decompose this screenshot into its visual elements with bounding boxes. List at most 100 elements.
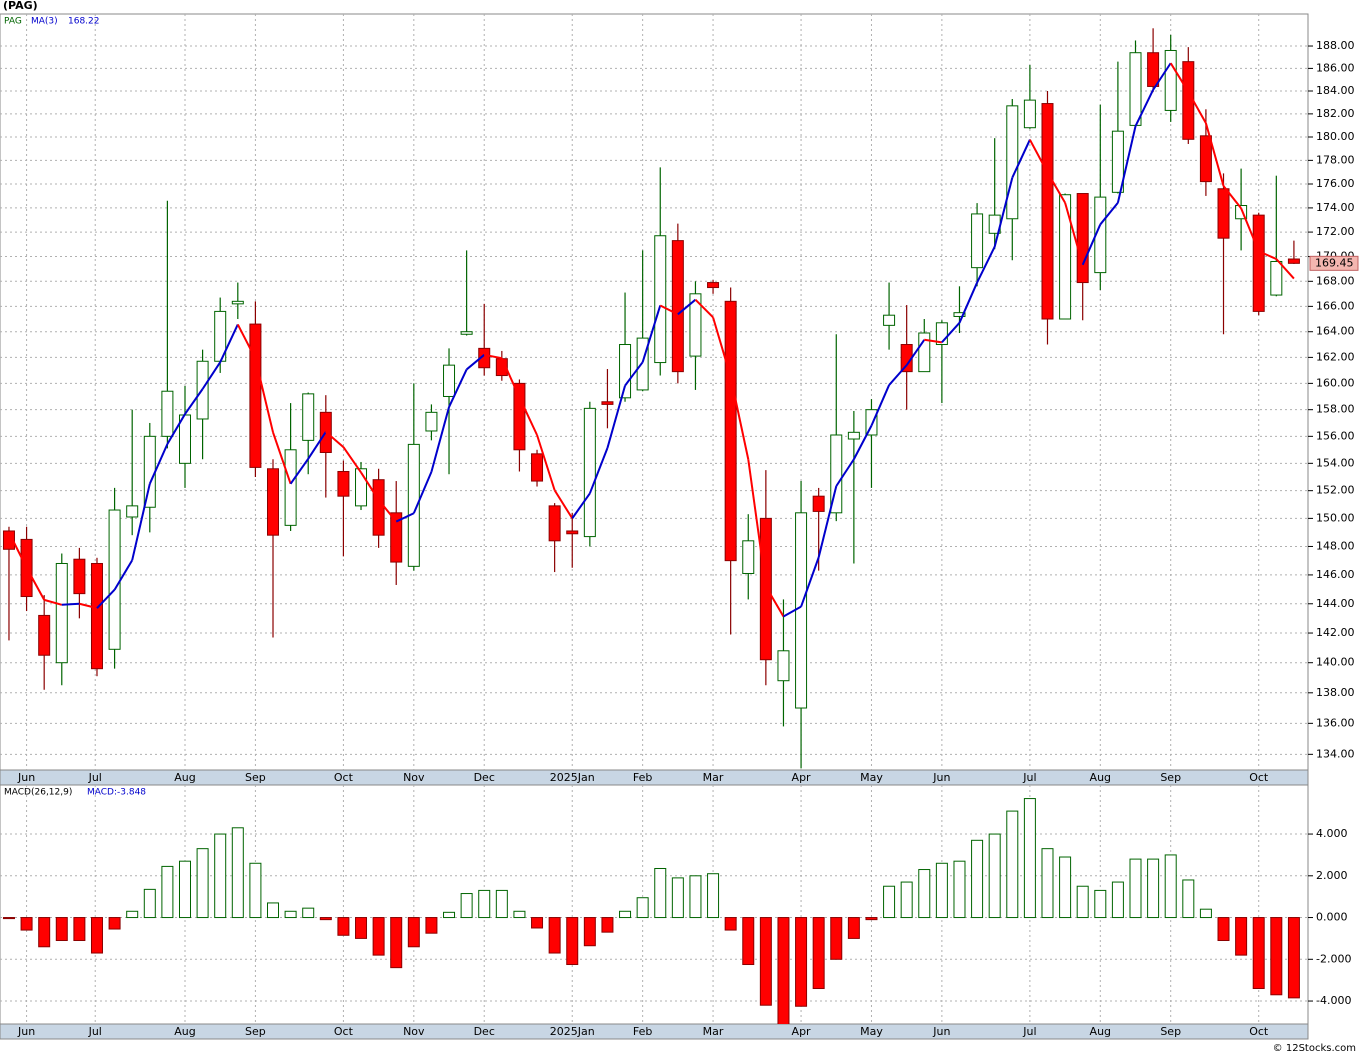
candle-body	[513, 382, 526, 451]
candle-body	[2, 530, 15, 550]
y-tick-label: 146.00	[1316, 568, 1355, 581]
x-tick-label: Jun	[17, 1025, 35, 1038]
ma-segment	[606, 385, 627, 449]
macd-bar	[830, 917, 843, 960]
macd-bar	[495, 889, 508, 919]
y-tick-label: 168.00	[1316, 274, 1355, 287]
ma-segment	[272, 431, 292, 485]
macd-bar	[1217, 917, 1230, 942]
candle-body	[724, 300, 737, 562]
ma-segment	[852, 425, 873, 460]
chart-title: (PAG)	[3, 0, 38, 12]
x-tick-label: Aug	[174, 771, 195, 784]
macd-bar	[231, 827, 244, 919]
candle-body	[372, 479, 385, 536]
candle-body	[1199, 135, 1212, 183]
macd-bar	[196, 848, 209, 919]
legend-ma-value: 168.22	[68, 17, 100, 27]
macd-bar	[513, 910, 526, 919]
x-tick-label: Jul	[88, 771, 102, 784]
x-tick-label: Nov	[403, 771, 425, 784]
y-tick-label: 176.00	[1316, 177, 1355, 190]
ma-segment	[289, 458, 310, 485]
macd-bar	[777, 917, 790, 1024]
x-tick-label: 2025Jan	[550, 771, 595, 784]
y-tick-label: 162.00	[1316, 350, 1355, 363]
ma-segment	[1222, 185, 1242, 209]
candle-body	[971, 213, 984, 269]
y-tick-label: 0.000	[1316, 911, 1348, 924]
candle-body	[337, 470, 350, 497]
y-tick-label: 142.00	[1316, 626, 1355, 639]
macd-bar	[1076, 885, 1089, 919]
y-tick-label: 174.00	[1316, 201, 1355, 214]
y-tick-label: 140.00	[1316, 656, 1355, 669]
macd-bar	[1199, 908, 1212, 919]
macd-bar	[742, 917, 755, 966]
macd-bar	[355, 917, 368, 939]
ma-segment	[677, 298, 697, 316]
panel-title: MACD(26,12,9)	[4, 788, 72, 798]
ma-segment	[905, 339, 926, 366]
macd-bar	[390, 917, 403, 969]
macd-bar	[865, 917, 878, 921]
last-price-label: 169.45	[1315, 256, 1354, 269]
candle-body	[407, 443, 420, 567]
ma-segment	[782, 605, 802, 618]
candle-body	[1270, 260, 1283, 296]
candle-body	[425, 411, 438, 432]
ma-segment	[870, 384, 890, 427]
macd-bar	[1182, 879, 1195, 919]
candle-body	[1164, 49, 1177, 111]
ma-segment	[694, 298, 714, 319]
ma-segment	[465, 354, 485, 371]
candle-body	[1023, 99, 1036, 129]
macd-bar	[214, 833, 227, 919]
x-tick-label: Sep	[1160, 1025, 1181, 1038]
y-tick-label: 178.00	[1316, 153, 1355, 166]
ma-segment	[395, 512, 415, 523]
macd-bar	[178, 860, 191, 919]
y-tick-label: 144.00	[1316, 597, 1355, 610]
candle-body	[249, 323, 262, 468]
macd-bar	[935, 862, 948, 919]
candle-body	[355, 468, 368, 507]
x-tick-label: Feb	[633, 1025, 652, 1038]
ma-segment	[254, 358, 274, 433]
ma-segment	[1152, 62, 1172, 91]
macd-bar	[460, 893, 473, 919]
macd-bar	[55, 917, 68, 942]
macd-bar	[1252, 917, 1265, 990]
y-tick-label: 150.00	[1316, 511, 1355, 524]
ma-segment	[448, 369, 468, 408]
ma-segment	[184, 388, 204, 415]
ma-segment	[958, 282, 978, 324]
ma-segment	[307, 431, 327, 460]
x-tick-label: Aug	[1090, 1025, 1111, 1038]
candle-body	[531, 453, 544, 482]
candle-body	[478, 347, 491, 369]
candle-body	[654, 235, 667, 364]
x-tick-label: Oct	[1249, 771, 1269, 784]
ma-segment	[817, 485, 838, 558]
ma-segment	[61, 602, 80, 606]
candle-body	[619, 344, 632, 399]
ma-segment	[1011, 139, 1031, 179]
plot-area	[2, 28, 1300, 769]
ma-segment	[1204, 122, 1225, 187]
x-tick-label: Jul	[1022, 1025, 1036, 1038]
candle-body	[90, 562, 103, 670]
ma-segment	[1169, 62, 1190, 93]
x-tick-label: Feb	[633, 771, 652, 784]
candle-body	[108, 509, 121, 650]
candle-body	[689, 293, 702, 357]
x-tick-label: Jul	[88, 1025, 102, 1038]
macd-bar	[531, 917, 544, 929]
legend-symbol: PAG	[4, 17, 22, 27]
ma-segment	[96, 589, 116, 609]
ma-segment	[1029, 139, 1049, 173]
macd-bar	[1164, 854, 1177, 919]
candle-body	[742, 540, 755, 574]
ma-segment	[8, 531, 28, 569]
candle-body	[1076, 193, 1089, 284]
